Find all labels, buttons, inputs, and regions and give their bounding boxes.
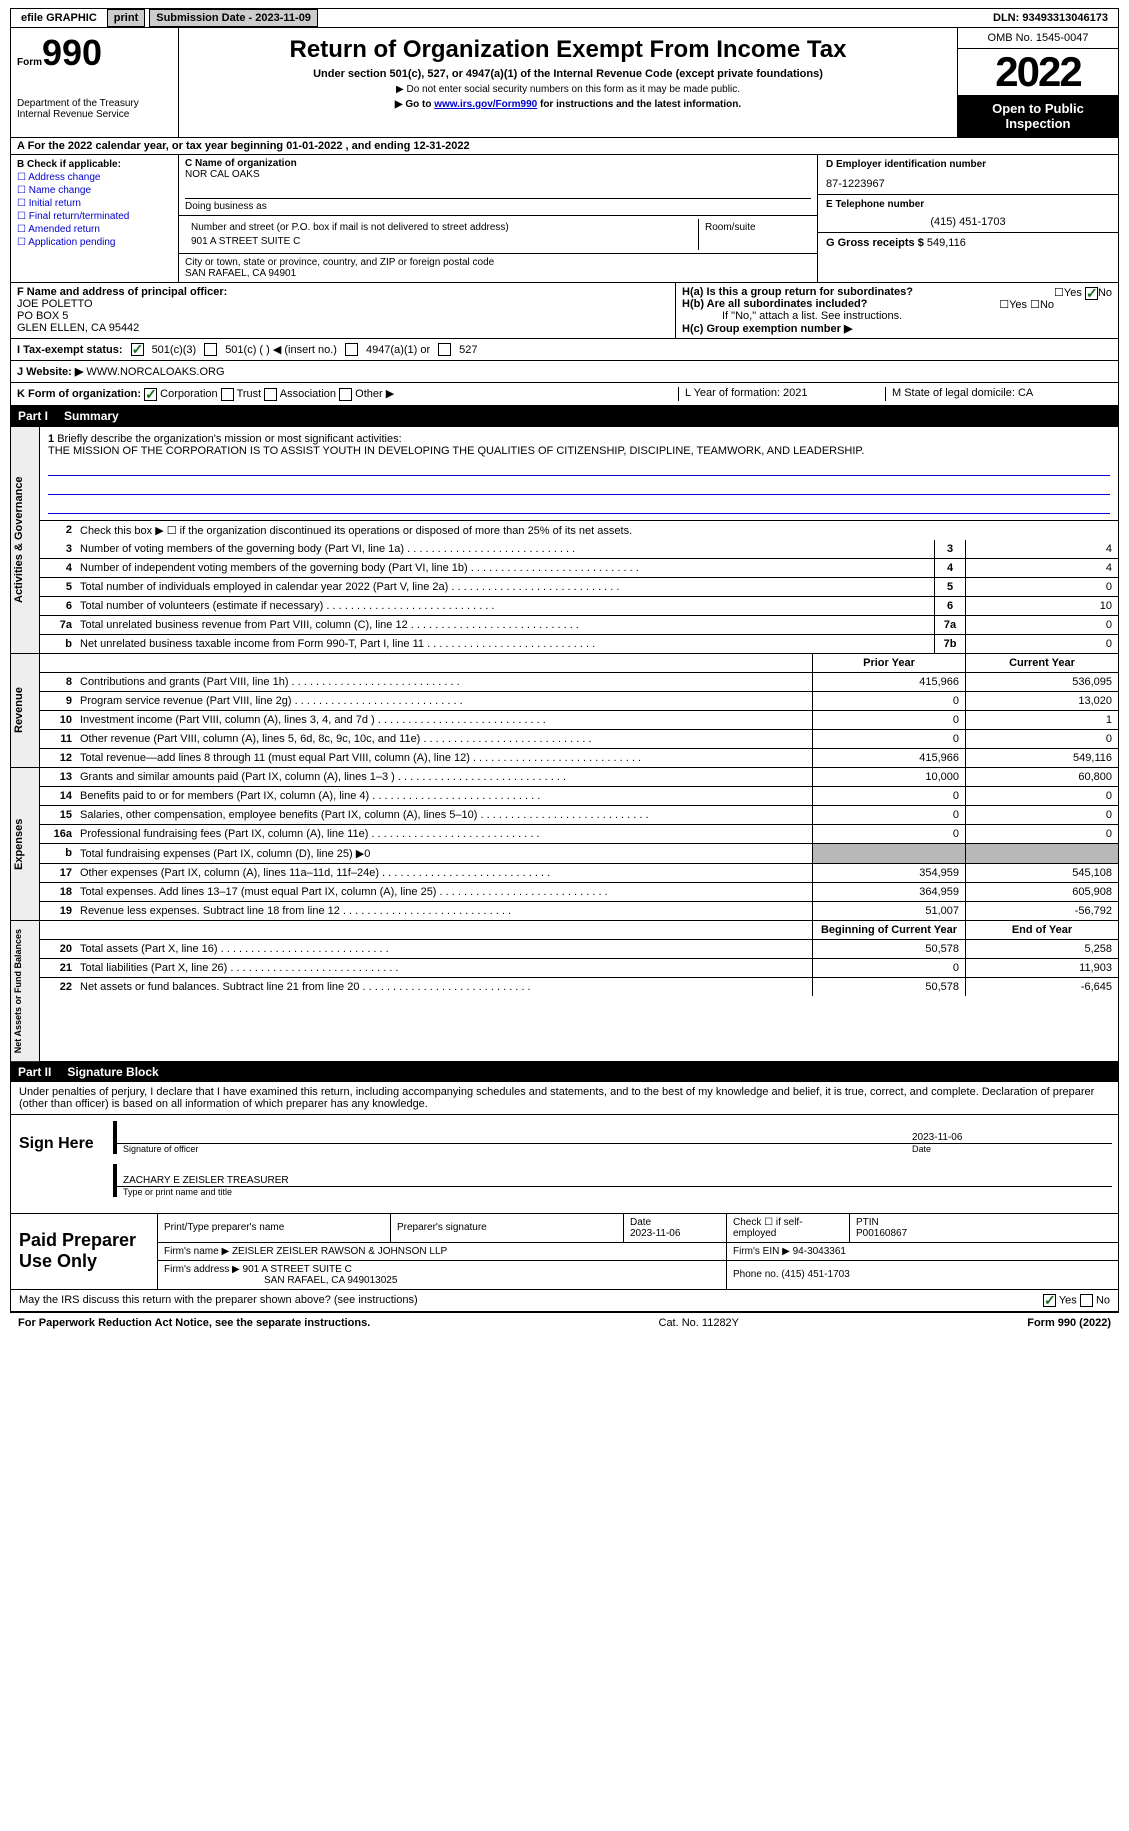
- street: 901 A STREET SUITE C: [185, 236, 698, 250]
- vtab-expenses: Expenses: [11, 768, 40, 920]
- part1-header: Part I Summary: [10, 406, 1119, 426]
- section-bcde: B Check if applicable: ☐ Address change …: [10, 155, 1119, 283]
- discuss-yes[interactable]: [1043, 1294, 1056, 1307]
- declaration: Under penalties of perjury, I declare th…: [10, 1082, 1119, 1115]
- form-subtitle: Under section 501(c), 527, or 4947(a)(1)…: [187, 68, 949, 80]
- h-c: H(c) Group exemption number ▶: [682, 322, 1112, 335]
- chk-other[interactable]: [339, 388, 352, 401]
- omb-number: OMB No. 1545-0047: [958, 28, 1118, 49]
- officer-name: JOE POLETTO: [17, 298, 669, 310]
- part1-body: Activities & Governance 1 Briefly descri…: [10, 426, 1119, 654]
- ha-no-check[interactable]: [1085, 287, 1098, 300]
- form-number: Form990: [17, 32, 172, 74]
- topbar: efile GRAPHIC print Submission Date - 20…: [10, 8, 1119, 28]
- chk-final[interactable]: ☐ Final return/terminated: [17, 211, 172, 222]
- website: WWW.NORCALOAKS.ORG: [86, 366, 224, 378]
- firm-name: ZEISLER ZEISLER RAWSON & JOHNSON LLP: [232, 1246, 447, 1257]
- section-a: A For the 2022 calendar year, or tax yea…: [10, 138, 1119, 155]
- irs-link[interactable]: www.irs.gov/Form990: [434, 99, 537, 110]
- phone: (415) 451-1703: [826, 216, 1110, 228]
- vtab-governance: Activities & Governance: [11, 427, 40, 653]
- mission-block: 1 Briefly describe the organization's mi…: [40, 427, 1118, 521]
- sign-here-block: Sign Here 2023-11-06 Signature of office…: [10, 1115, 1119, 1214]
- part1-revenue: Revenue Prior YearCurrent Year 8Contribu…: [10, 654, 1119, 768]
- dln-label: DLN: 93493313046173: [983, 10, 1118, 26]
- paid-preparer-block: Paid Preparer Use Only Print/Type prepar…: [10, 1214, 1119, 1290]
- form-header: Form990 Department of the Treasury Inter…: [10, 28, 1119, 138]
- chk-corp[interactable]: [144, 388, 157, 401]
- part2-header: Part II Signature Block: [10, 1062, 1119, 1082]
- form-title: Return of Organization Exempt From Incom…: [187, 36, 949, 64]
- chk-4947[interactable]: [345, 343, 358, 356]
- efile-label: efile GRAPHIC: [11, 10, 107, 26]
- note-1: ▶ Do not enter social security numbers o…: [187, 84, 949, 95]
- open-inspection: Open to Public Inspection: [958, 95, 1118, 137]
- chk-address[interactable]: ☐ Address change: [17, 172, 172, 183]
- chk-name[interactable]: ☐ Name change: [17, 185, 172, 196]
- state-domicile: M State of legal domicile: CA: [885, 387, 1112, 401]
- h-b: H(b) Are all subordinates included? ☐Yes…: [682, 298, 1112, 310]
- discuss-no[interactable]: [1080, 1294, 1093, 1307]
- submission-date: Submission Date - 2023-11-09: [149, 9, 318, 27]
- row-f-h: F Name and address of principal officer:…: [10, 283, 1119, 339]
- row-i: I Tax-exempt status: 501(c)(3) 501(c) ( …: [10, 339, 1119, 361]
- vtab-netassets: Net Assets or Fund Balances: [11, 921, 40, 1061]
- footer: For Paperwork Reduction Act Notice, see …: [10, 1312, 1119, 1333]
- discuss-row: May the IRS discuss this return with the…: [10, 1290, 1119, 1312]
- note-2: ▶ Go to www.irs.gov/Form990 for instruct…: [187, 99, 949, 110]
- city: SAN RAFAEL, CA 94901: [185, 268, 811, 279]
- dept-label: Department of the Treasury Internal Reve…: [17, 98, 172, 120]
- chk-pending[interactable]: ☐ Application pending: [17, 237, 172, 248]
- chk-initial[interactable]: ☐ Initial return: [17, 198, 172, 209]
- chk-amended[interactable]: ☐ Amended return: [17, 224, 172, 235]
- col-b: B Check if applicable: ☐ Address change …: [11, 155, 179, 282]
- chk-527[interactable]: [438, 343, 451, 356]
- h-a: H(a) Is this a group return for subordin…: [682, 286, 1112, 298]
- mission-text: THE MISSION OF THE CORPORATION IS TO ASS…: [48, 445, 864, 457]
- tax-year: 2022: [958, 49, 1118, 95]
- col-c: C Name of organization NOR CAL OAKS Doin…: [179, 155, 817, 282]
- chk-assoc[interactable]: [264, 388, 277, 401]
- chk-501c[interactable]: [204, 343, 217, 356]
- officer-name-title: ZACHARY E ZEISLER TREASURER: [113, 1164, 912, 1186]
- part1-netassets: Net Assets or Fund Balances Beginning of…: [10, 921, 1119, 1062]
- print-button[interactable]: print: [107, 9, 145, 27]
- chk-trust[interactable]: [221, 388, 234, 401]
- ein: 87-1223967: [826, 178, 1110, 190]
- col-de: D Employer identification number 87-1223…: [817, 155, 1118, 282]
- row-j: J Website: ▶ WWW.NORCALOAKS.ORG: [10, 361, 1119, 383]
- row-k: K Form of organization: Corporation Trus…: [10, 383, 1119, 406]
- gross-receipts: 549,116: [927, 237, 966, 249]
- chk-501c3[interactable]: [131, 343, 144, 356]
- part1-expenses: Expenses 13Grants and similar amounts pa…: [10, 768, 1119, 921]
- org-name: NOR CAL OAKS: [185, 169, 811, 180]
- year-formation: L Year of formation: 2021: [678, 387, 885, 401]
- vtab-revenue: Revenue: [11, 654, 40, 767]
